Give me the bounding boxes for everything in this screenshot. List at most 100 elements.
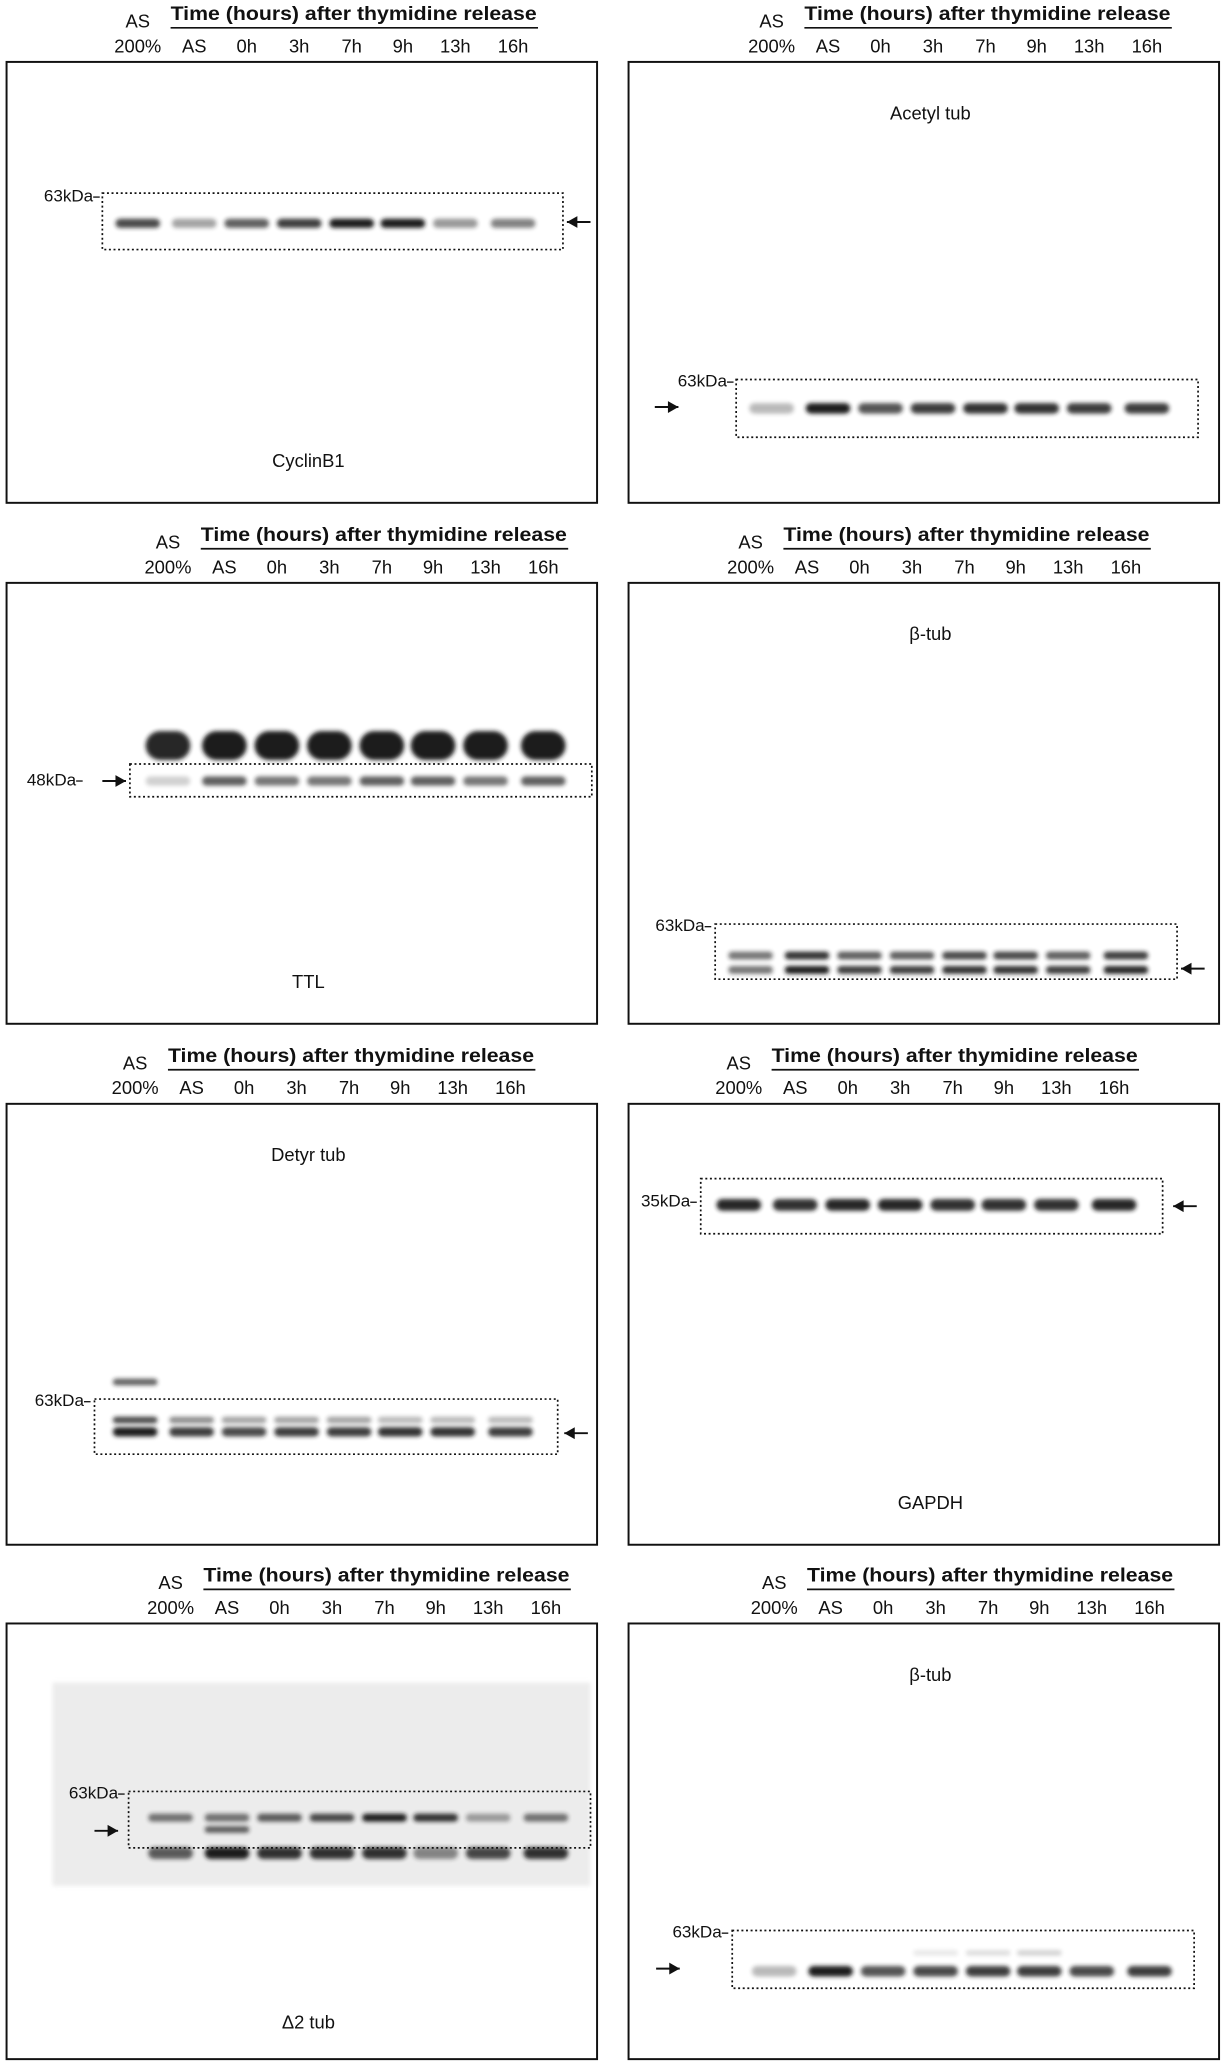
band bbox=[257, 1813, 302, 1822]
lane-label: 0h bbox=[236, 35, 256, 56]
band bbox=[413, 1847, 458, 1860]
band bbox=[274, 1416, 319, 1424]
marker-label: 63kDa bbox=[44, 187, 94, 206]
band bbox=[728, 951, 773, 960]
lane-label: 16h bbox=[1132, 35, 1163, 56]
as-label: AS bbox=[156, 531, 181, 552]
band bbox=[889, 951, 935, 960]
band bbox=[112, 1427, 158, 1437]
band bbox=[145, 731, 191, 761]
band bbox=[430, 1416, 476, 1424]
lane-label: 13h bbox=[437, 1077, 468, 1098]
band bbox=[224, 218, 270, 228]
band bbox=[145, 776, 191, 786]
lane-label: 3h bbox=[902, 556, 922, 577]
as-label: AS bbox=[738, 531, 762, 552]
antibody-label: GAPDH bbox=[898, 1492, 963, 1513]
band bbox=[326, 1416, 372, 1424]
band bbox=[254, 776, 300, 786]
header-title: Time (hours) after thymidine release bbox=[171, 3, 537, 25]
band bbox=[463, 731, 508, 761]
lane-label: 13h bbox=[473, 1597, 504, 1618]
lane-label: 0h bbox=[870, 35, 890, 56]
band bbox=[837, 966, 882, 974]
band bbox=[910, 403, 956, 414]
lane-label: 7h bbox=[372, 556, 392, 577]
lane-label: 9h bbox=[1029, 1597, 1049, 1618]
lane-label: 7h bbox=[942, 1077, 962, 1098]
band bbox=[993, 966, 1038, 974]
band bbox=[413, 1813, 458, 1822]
lane-label: 200% bbox=[112, 1077, 159, 1098]
band bbox=[410, 776, 456, 786]
lane-label: 13h bbox=[1074, 35, 1105, 56]
as-label: AS bbox=[727, 1052, 752, 1073]
band bbox=[307, 731, 352, 761]
band bbox=[307, 776, 352, 786]
as-label: AS bbox=[759, 10, 783, 31]
band bbox=[274, 1427, 319, 1437]
lane-label: 200% bbox=[147, 1597, 194, 1618]
antibody-label: Δ2 tub bbox=[282, 2012, 335, 2033]
band bbox=[112, 1416, 158, 1424]
band bbox=[169, 1427, 214, 1437]
arrow-head bbox=[667, 401, 679, 413]
band bbox=[728, 966, 773, 974]
band bbox=[837, 951, 882, 960]
header-title: Time (hours) after thymidine release bbox=[783, 524, 1149, 546]
lane-label: 200% bbox=[751, 1597, 798, 1618]
band bbox=[1014, 403, 1059, 414]
lane-label: 3h bbox=[319, 556, 339, 577]
lane-label: AS bbox=[182, 35, 207, 56]
blot-frame bbox=[627, 1102, 1221, 1546]
antibody-label: CyclinB1 bbox=[272, 450, 344, 471]
band bbox=[1127, 1965, 1172, 1977]
band bbox=[1016, 1950, 1062, 1956]
region-box bbox=[699, 1177, 1164, 1235]
band bbox=[889, 966, 935, 974]
blot-frame bbox=[5, 581, 599, 1025]
band bbox=[1124, 403, 1170, 414]
band bbox=[749, 403, 794, 414]
lane-label: 16h bbox=[495, 1077, 526, 1098]
antibody-label: Acetyl tub bbox=[890, 102, 971, 123]
arrow-head bbox=[107, 1824, 119, 1837]
header-title: Time (hours) after thymidine release bbox=[804, 3, 1170, 25]
lane-label: AS bbox=[795, 556, 819, 577]
arrow-head bbox=[669, 1962, 680, 1975]
header-title: Time (hours) after thymidine release bbox=[807, 1564, 1173, 1586]
band bbox=[488, 1416, 533, 1424]
as-label: AS bbox=[762, 1572, 787, 1593]
lane-label: 16h bbox=[1099, 1077, 1130, 1098]
band bbox=[523, 1813, 569, 1822]
marker-label: 63kDa bbox=[35, 1391, 85, 1410]
as-label: AS bbox=[158, 1572, 183, 1593]
region-box bbox=[714, 923, 1178, 981]
band bbox=[488, 1427, 533, 1437]
band bbox=[359, 776, 405, 786]
band bbox=[202, 776, 247, 786]
marker-label: 63kDa bbox=[69, 1784, 119, 1803]
lane-label: 9h bbox=[994, 1077, 1014, 1098]
band bbox=[965, 1965, 1011, 1977]
lane-label: 9h bbox=[423, 556, 443, 577]
band bbox=[309, 1847, 355, 1860]
band bbox=[465, 1847, 511, 1860]
lane-label: AS bbox=[818, 1597, 843, 1618]
lane-label: 7h bbox=[975, 35, 995, 56]
blot-panel: AS Time (hours) after thymidine release 20… bbox=[627, 3, 1221, 504]
region-box bbox=[129, 763, 593, 798]
band bbox=[377, 1416, 423, 1424]
header-title: Time (hours) after thymidine release bbox=[168, 1045, 534, 1067]
band bbox=[784, 951, 830, 960]
as-label: AS bbox=[126, 10, 151, 31]
band bbox=[430, 1427, 476, 1437]
antibody-label: β-tub bbox=[909, 1664, 951, 1685]
header-title: Time (hours) after thymidine release bbox=[203, 1564, 569, 1586]
arrow-head bbox=[115, 775, 126, 787]
marker-label: 35kDa bbox=[641, 1192, 691, 1211]
band bbox=[993, 951, 1038, 960]
band bbox=[1069, 1965, 1115, 1977]
band bbox=[860, 1965, 906, 1977]
band bbox=[1103, 966, 1149, 974]
